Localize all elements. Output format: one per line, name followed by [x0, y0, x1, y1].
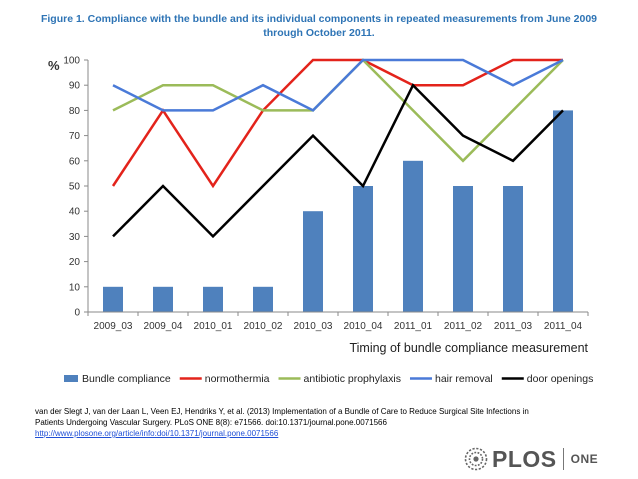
legend-swatch-bundle-compliance	[64, 375, 78, 382]
y-tick-label: 70	[69, 131, 81, 142]
x-tick-label: 2011_01	[394, 321, 433, 332]
figure-title-line-2: through October 2011.	[263, 27, 375, 39]
line-normothermia	[111, 58, 563, 189]
bar-bundle-compliance	[203, 286, 223, 312]
citation-link[interactable]: http://www.plosone.org/article/info:doi/…	[35, 429, 279, 438]
citation-line-1: van der Slegt J, van der Laan L, Veen EJ…	[35, 407, 529, 416]
bar-bundle-compliance	[353, 186, 373, 312]
brand-name: PLOS	[492, 446, 557, 472]
y-tick-label: 50	[69, 182, 81, 193]
bar-bundle-compliance	[403, 160, 423, 312]
x-tick-label: 2009_03	[94, 321, 133, 332]
y-tick-label: 100	[63, 56, 80, 67]
publisher-logo: PLOS ONE	[464, 447, 598, 471]
x-tick-label: 2010_01	[194, 321, 233, 332]
y-tick-label: 0	[74, 308, 80, 319]
x-tick-label: 2011_02	[444, 321, 483, 332]
legend-label-antibiotic-prophylaxis: antibiotic prophylaxis	[304, 373, 401, 385]
x-tick-label: 2010_02	[244, 321, 283, 332]
line-door-openings	[112, 83, 564, 239]
x-tick-label: 2011_03	[494, 321, 533, 332]
bar-bundle-compliance	[453, 186, 473, 312]
citation-line-2: Patients Undergoing Vascular Surgery. PL…	[35, 418, 387, 427]
bar-bundle-compliance	[503, 186, 523, 312]
plos-logo-icon	[464, 447, 488, 471]
y-tick-label: 90	[69, 81, 81, 92]
y-tick-label: 20	[69, 257, 81, 268]
figure-title-line-1: Figure 1. Compliance with the bundle and…	[40, 13, 598, 25]
line-hair-removal	[112, 58, 564, 112]
y-tick-label: 40	[69, 207, 81, 218]
y-tick-label: 10	[69, 282, 81, 293]
x-tick-label: 2010_03	[294, 321, 333, 332]
x-tick-label: 2011_04	[544, 321, 583, 332]
citation: van der Slegt J, van der Laan L, Veen EJ…	[35, 406, 529, 439]
bar-bundle-compliance	[553, 110, 573, 313]
x-tick-label: 2010_04	[344, 321, 383, 332]
legend-label-hair-removal: hair removal	[435, 373, 493, 385]
bar-bundle-compliance	[303, 211, 323, 312]
figure-title: Figure 1. Compliance with the bundle and…	[0, 12, 638, 40]
bar-bundle-compliance	[253, 286, 273, 312]
x-tick-label: 2009_04	[144, 321, 183, 332]
y-axis-label: %	[48, 58, 60, 73]
legend-label-door-openings: door openings	[527, 373, 594, 385]
y-tick-label: 30	[69, 232, 81, 243]
legend-label-normothermia: normothermia	[205, 373, 270, 385]
legend-label-bundle-compliance: Bundle compliance	[82, 373, 171, 385]
bar-bundle-compliance	[153, 286, 173, 312]
bar-bundle-compliance	[103, 286, 123, 312]
x-axis-label: Timing of bundle compliance measurement	[349, 341, 588, 355]
brand-sub: ONE	[570, 452, 599, 466]
brand-separator	[562, 448, 564, 470]
y-tick-label: 80	[69, 106, 81, 117]
y-tick-label: 60	[69, 156, 81, 167]
